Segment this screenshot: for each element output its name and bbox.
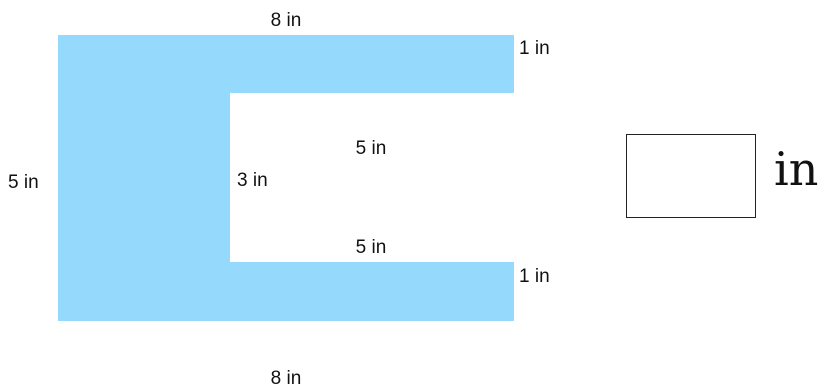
answer-input-box[interactable] xyxy=(626,134,756,218)
answer-unit-label: in xyxy=(774,142,819,196)
c-shaped-polygon xyxy=(58,35,514,321)
bottom-length-label: 8 in xyxy=(271,368,302,389)
top-length-label: 8 in xyxy=(271,10,302,31)
inner-vertical-label: 3 in xyxy=(237,170,268,191)
inner-bottom-label: 5 in xyxy=(356,237,387,258)
inner-middle-label: 5 in xyxy=(356,138,387,159)
bottom-right-width-label: 1 in xyxy=(519,266,550,287)
top-right-width-label: 1 in xyxy=(519,38,550,59)
left-height-label: 5 in xyxy=(8,172,39,193)
